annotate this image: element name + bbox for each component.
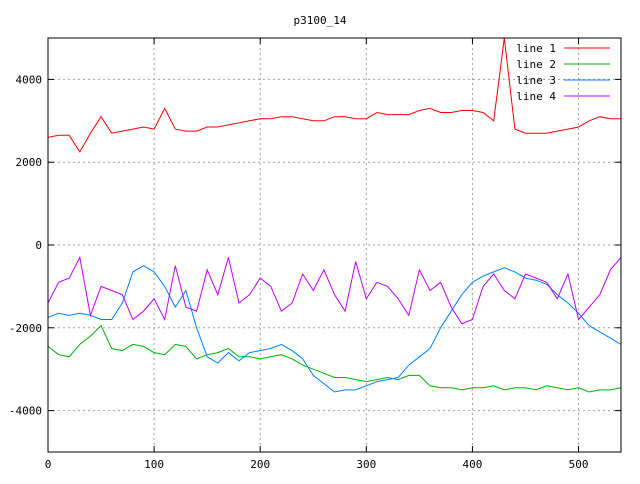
plot-frame (47, 37, 622, 453)
x-tick-label: 100 (144, 458, 164, 471)
x-tick-label: 200 (250, 458, 270, 471)
ticks: 0 100 200 300 400 500 -4000 -2000 0 2000 4000 (9, 38, 621, 471)
series-line-2 (48, 324, 621, 393)
x-tick-label: 400 (463, 458, 483, 471)
series-line-3 (48, 265, 621, 393)
legend: line 1 line 2 line 3 line 4 (516, 42, 610, 103)
series-line-1 (48, 38, 621, 153)
series-lines (48, 38, 621, 393)
series-line-4 (48, 255, 621, 325)
grid (48, 38, 621, 452)
chart-title: p3100_14 (294, 14, 347, 27)
legend-label: line 2 (516, 58, 556, 71)
y-tick-label: -2000 (9, 322, 42, 335)
legend-label: line 3 (516, 74, 556, 87)
x-tick-label: 500 (569, 458, 589, 471)
legend-label: line 1 (516, 42, 556, 55)
legend-label: line 4 (516, 90, 556, 103)
y-tick-label: 4000 (16, 73, 43, 86)
y-tick-label: 2000 (16, 156, 43, 169)
x-tick-label: 300 (356, 458, 376, 471)
y-tick-label: -4000 (9, 405, 42, 418)
y-tick-label: 0 (35, 239, 42, 252)
x-tick-label: 0 (45, 458, 52, 471)
